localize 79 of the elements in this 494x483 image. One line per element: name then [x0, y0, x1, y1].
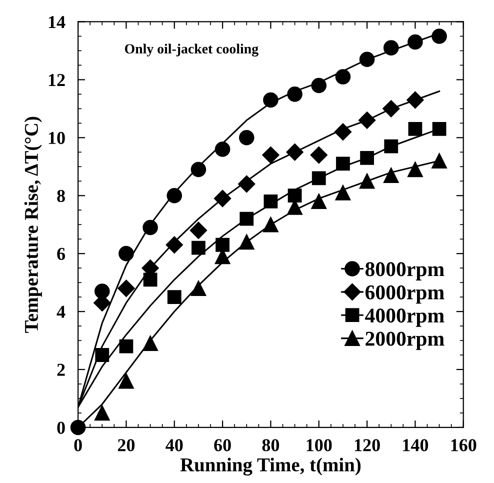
legend-label: 8000rpm: [365, 262, 444, 280]
point: [384, 139, 398, 154]
point: [360, 150, 374, 165]
legend-label: 2000rpm: [366, 332, 444, 350]
point: [143, 272, 158, 287]
y-tick-label: 0: [57, 422, 65, 434]
y-tick-label: 6: [57, 248, 66, 260]
point: [118, 373, 134, 389]
point: [190, 222, 208, 239]
point: [263, 216, 278, 232]
y-tick-label: 4: [56, 306, 66, 318]
point: [238, 175, 256, 193]
point: [383, 168, 399, 183]
point: [95, 348, 110, 362]
x-tick-label: 120: [354, 439, 380, 452]
point: [238, 234, 254, 250]
y-tick-label: 14: [48, 16, 66, 28]
point: [94, 284, 110, 299]
legend-label: 6000rpm: [365, 285, 444, 304]
point: [263, 92, 278, 108]
y-tick-label: 2: [57, 364, 65, 376]
point: [408, 34, 423, 50]
legend-label: 4000rpm: [365, 308, 444, 327]
point: [118, 246, 134, 262]
point: [192, 240, 206, 255]
point: [238, 130, 254, 146]
point: [264, 194, 278, 208]
point: [167, 290, 182, 304]
point: [408, 162, 423, 178]
point: [142, 336, 158, 352]
point: [383, 40, 399, 56]
point: [311, 78, 327, 94]
point: [382, 100, 400, 118]
point: [287, 86, 302, 102]
point: [310, 146, 328, 164]
point: [432, 122, 446, 136]
point: [432, 28, 447, 44]
point: [286, 144, 304, 161]
point: [334, 123, 352, 140]
point: [359, 173, 375, 189]
point: [166, 236, 183, 254]
point: [142, 220, 158, 236]
point: [216, 238, 230, 252]
y-tick-label: 8: [57, 190, 65, 202]
y-tick-label: 12: [48, 74, 65, 86]
x-tick-label: 140: [403, 439, 428, 452]
point: [358, 112, 376, 129]
x-tick-label: 80: [262, 439, 280, 452]
point: [214, 142, 230, 157]
point: [166, 188, 182, 204]
point: [118, 280, 135, 297]
point: [408, 122, 422, 136]
annotation: Only oil-jacket cooling: [124, 44, 258, 56]
point: [94, 405, 110, 421]
point: [70, 420, 86, 436]
point: [214, 190, 232, 208]
x-tick-label: 0: [74, 439, 82, 452]
point: [190, 280, 206, 296]
x-tick-label: 60: [214, 439, 231, 452]
point: [311, 194, 327, 210]
x-tick-label: 160: [451, 439, 476, 452]
point: [359, 52, 375, 68]
point: [240, 212, 254, 226]
point: [262, 146, 280, 164]
point: [335, 185, 351, 200]
x-tick-label: 20: [118, 439, 135, 452]
point: [335, 69, 351, 84]
point: [190, 162, 206, 178]
x-tick-label: 100: [306, 439, 332, 452]
x-tick-label: 40: [166, 439, 183, 452]
point: [288, 188, 302, 203]
point: [432, 153, 447, 168]
point: [119, 339, 134, 354]
point: [336, 156, 350, 171]
x-axis-title: Running Time, t(min): [180, 458, 361, 476]
y-axis-title: Temperature Rise, ΔT(°C): [24, 116, 42, 333]
point: [406, 91, 424, 109]
y-tick-label: 10: [48, 132, 65, 144]
point: [312, 171, 326, 186]
